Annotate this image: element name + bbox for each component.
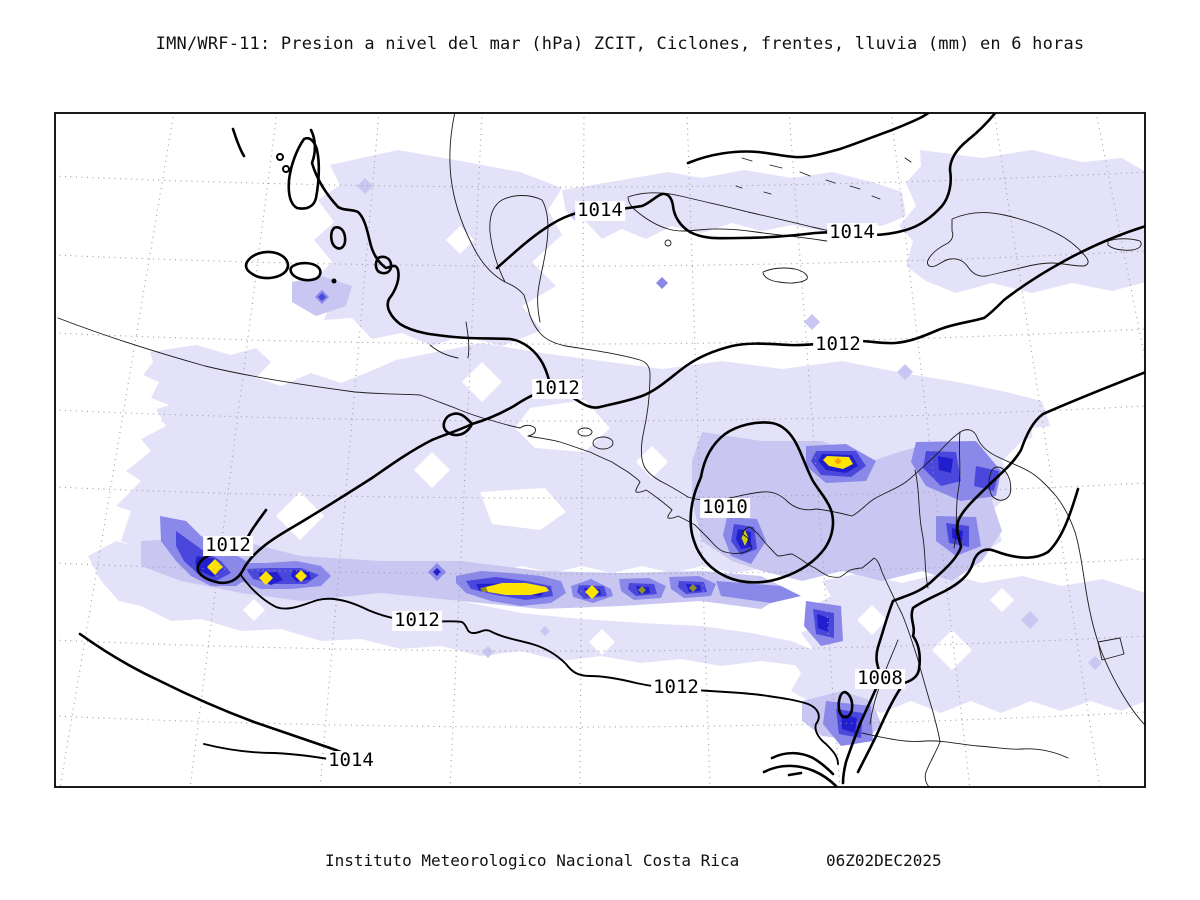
footer-institution: Instituto Meteorologico Nacional Costa R… [325,851,740,870]
coastlines [57,113,1145,787]
isobar-label-1012: 1012 [651,676,701,699]
isobar-label-1008: 1008 [855,667,905,690]
isobar-label-1014: 1014 [827,221,877,244]
precipitation-layer [88,150,1145,746]
isobar-label-1010: 1010 [700,496,750,519]
graticule [55,113,1145,787]
isobar-label-1014: 1014 [575,199,625,222]
isobar-label-1012: 1012 [813,333,863,356]
isobar-label-1014: 1014 [326,749,376,772]
isobar-label-1012: 1012 [392,609,442,632]
isobar-label-1012: 1012 [203,534,253,557]
isobar-label-1012: 1012 [532,377,582,400]
footer-timestamp: 06Z02DEC2025 [826,851,942,870]
map-frame [54,112,1146,788]
map-title: IMN/WRF-11: Presion a nivel del mar (hPa… [155,34,1085,54]
